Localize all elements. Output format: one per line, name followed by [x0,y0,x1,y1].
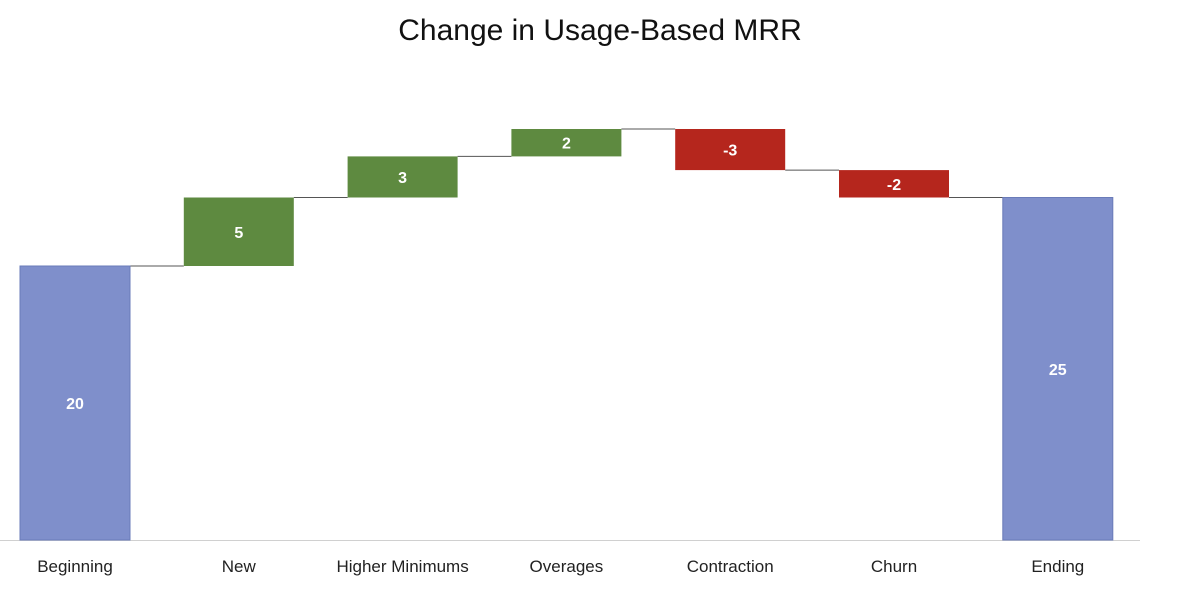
x-tick-label: Contraction [687,557,774,576]
bar-churn [839,170,949,198]
x-tick-label: Higher Minimums [336,557,468,576]
data-label: 20 [66,396,84,413]
bar-higher-minimums [347,156,458,198]
x-tick-label: Beginning [37,557,113,576]
x-tick-label: Ending [1031,557,1084,576]
data-label: 3 [398,170,407,187]
bar-new [183,197,294,266]
data-label: -2 [887,177,901,194]
data-label: 25 [1049,362,1067,379]
data-label: -3 [723,143,737,160]
data-label: 2 [562,136,571,153]
x-tick-label: New [222,557,257,576]
bar-overages [511,129,622,157]
bar-ending [1002,197,1114,541]
x-tick-label: Churn [871,557,917,576]
x-tick-label: Overages [530,557,604,576]
bar-contraction [675,129,786,171]
chart-title: Change in Usage-Based MRR [398,14,802,47]
data-label: 5 [234,225,243,242]
bar-beginning [19,265,131,541]
